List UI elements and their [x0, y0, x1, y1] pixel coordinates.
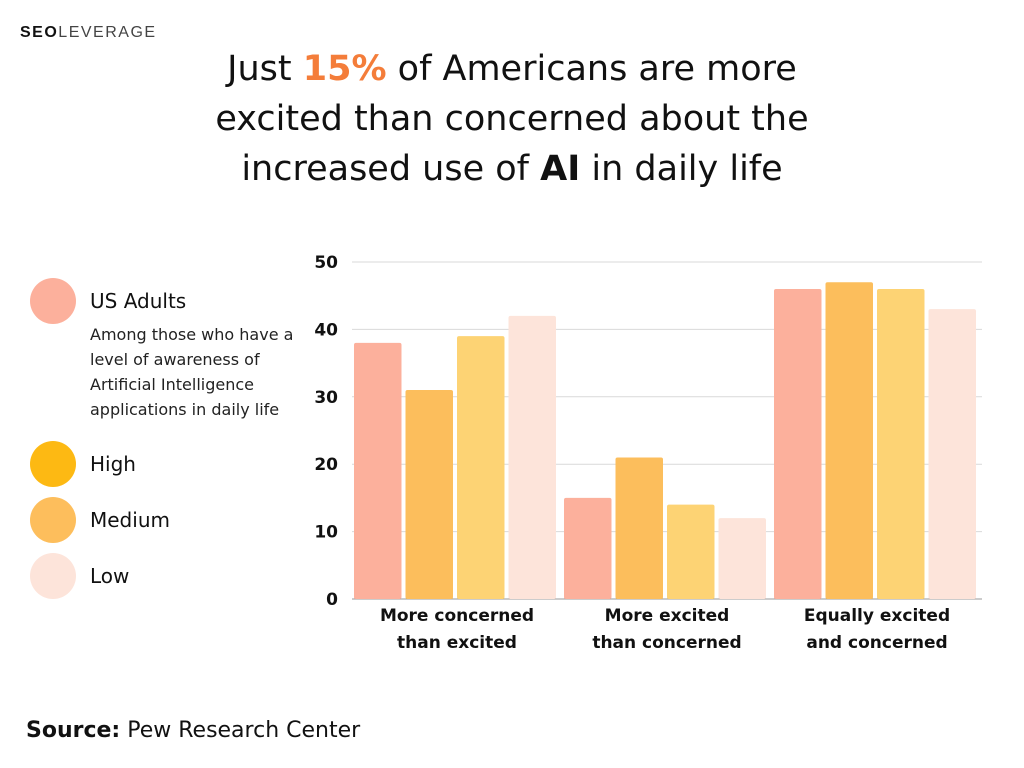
bar: [877, 288, 925, 599]
y-tick-label: 10: [314, 523, 338, 543]
title-highlight: 15%: [302, 49, 387, 89]
y-tick-label: 30: [314, 388, 338, 408]
bar: [774, 288, 822, 599]
x-category-label: and concerned: [806, 633, 947, 653]
legend-label-low: Low: [90, 564, 130, 588]
page-title: Just 15% of Americans are more excited t…: [150, 44, 874, 194]
y-tick-label: 0: [326, 590, 338, 610]
title-line-3: increased use of AI in daily life: [241, 149, 783, 189]
x-category-label: Equally excited: [804, 606, 950, 626]
source-citation: Source: Pew Research Center: [26, 718, 361, 743]
bar: [354, 342, 402, 599]
x-category-label: than excited: [397, 633, 517, 653]
legend-item-low: Low: [30, 553, 129, 599]
legend-item-us-adults: US Adults: [30, 278, 186, 324]
y-tick-label: 20: [314, 455, 338, 475]
x-category-label: More excited: [605, 606, 730, 626]
legend-label-us-adults: US Adults: [90, 289, 187, 313]
legend-swatch-medium: [30, 497, 76, 543]
bar: [508, 315, 556, 599]
legend-label-high: High: [90, 452, 136, 476]
legend-swatch-low: [30, 553, 76, 599]
x-category-label: than concerned: [592, 633, 741, 653]
bar: [564, 497, 612, 599]
x-category-label: More concerned: [380, 606, 534, 626]
legend-item-medium: Medium: [30, 497, 170, 543]
title-line-2: excited than concerned about the: [215, 99, 809, 139]
brand-logo: SEOLEVERAGE: [20, 24, 157, 41]
bar: [457, 336, 505, 599]
y-tick-label: 50: [314, 253, 338, 273]
bar: [718, 518, 766, 599]
legend-note: Among those who have a level of awarenes…: [90, 325, 294, 419]
bar: [928, 309, 976, 599]
bar: [405, 390, 453, 599]
legend-swatch-us-adults: [30, 278, 76, 324]
title-line-1: Just 15% of Americans are more: [227, 49, 797, 89]
bar: [667, 504, 715, 599]
bar: [825, 282, 873, 599]
y-tick-label: 40: [314, 320, 338, 340]
bar: [615, 457, 663, 599]
legend-label-medium: Medium: [90, 508, 170, 532]
legend-swatch-high: [30, 441, 76, 487]
legend-item-high: High: [30, 441, 136, 487]
